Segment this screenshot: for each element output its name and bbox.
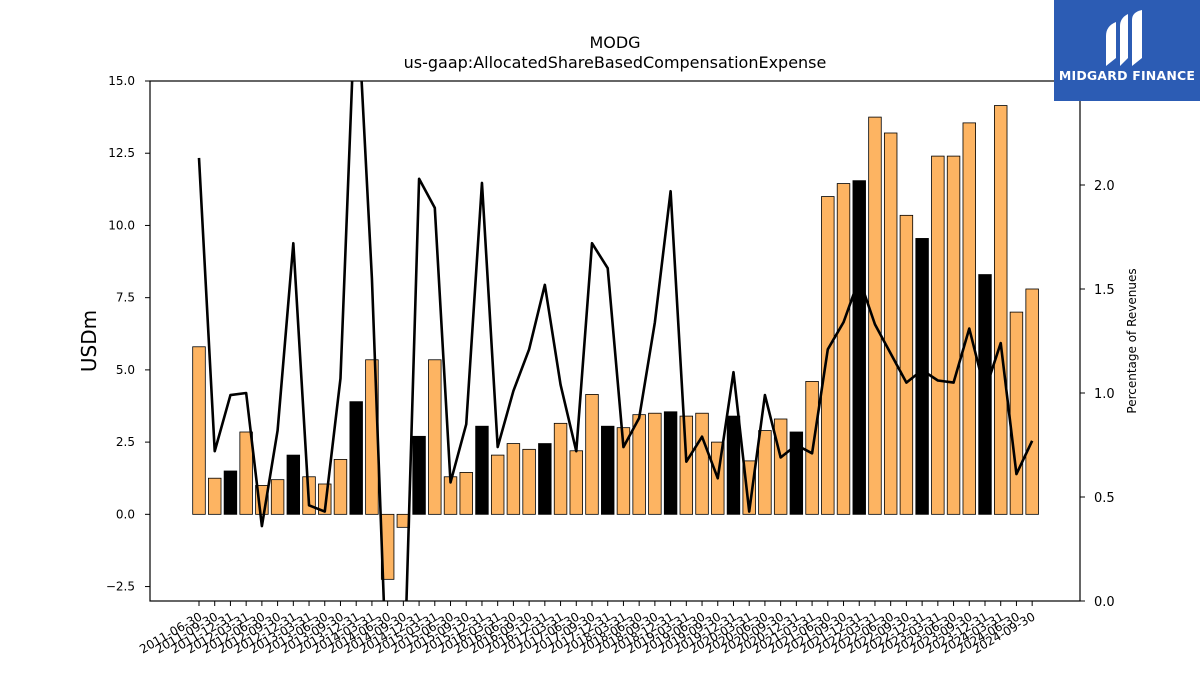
bar (1009, 311, 1024, 515)
y-tick-label: 5.0 (116, 363, 135, 377)
bar (726, 415, 741, 515)
y2-tick-label: 1.0 (1094, 387, 1115, 402)
bar (538, 443, 552, 515)
chart-subtitle: us-gaap:AllocatedShareBasedCompensationE… (404, 53, 827, 72)
bar (789, 431, 804, 515)
bar (663, 411, 678, 515)
bar (946, 155, 961, 515)
bar (506, 443, 521, 515)
bar (428, 359, 442, 515)
bar (522, 448, 536, 515)
logo-text: MIDGARD FINANCE (1058, 68, 1196, 83)
midgard-logo: MIDGARD FINANCE (1054, 0, 1200, 101)
bar (758, 430, 772, 515)
bar (868, 116, 882, 515)
y-tick-label: 15.0 (108, 74, 135, 88)
y-tick-label: 10.0 (108, 218, 135, 232)
bar (648, 412, 662, 515)
bar (223, 470, 238, 515)
y-tick-label: 0.0 (116, 507, 135, 521)
bar (286, 454, 301, 515)
bar (978, 274, 992, 515)
bar (632, 414, 646, 515)
bar (349, 401, 363, 515)
bar (915, 238, 929, 515)
y2-axis-label: Percentage of Revenues (1125, 268, 1139, 413)
bar (616, 427, 631, 515)
plot-frame (149, 80, 1081, 602)
y2-tick-label: 0.0 (1094, 595, 1115, 610)
y2-tick-label: 2.0 (1094, 179, 1115, 194)
bar (601, 425, 615, 515)
midgard-logo-icon (1106, 10, 1142, 66)
bar (459, 472, 473, 515)
bar (569, 450, 583, 515)
bar (931, 155, 945, 515)
y-tick-label: −2.5 (106, 580, 135, 594)
chart-title: MODG (589, 33, 640, 52)
bar (239, 431, 253, 515)
bar (852, 180, 866, 515)
y-axis-label: USDm (77, 310, 101, 372)
y-tick-label: 12.5 (108, 146, 135, 160)
bar (270, 479, 285, 515)
bar (962, 122, 976, 515)
bar (192, 346, 206, 515)
bar (679, 415, 694, 515)
bar (490, 454, 505, 515)
bar (773, 418, 788, 515)
bar (695, 412, 709, 515)
bar (899, 214, 914, 515)
bar (333, 459, 348, 515)
y2-tick-label: 0.5 (1094, 491, 1115, 506)
bar (836, 183, 851, 515)
bar (883, 132, 898, 515)
bar (208, 477, 222, 515)
y2-tick-label: 1.5 (1094, 283, 1115, 298)
bar (994, 105, 1008, 515)
bar (475, 425, 489, 515)
series-line (197, 81, 1034, 601)
bar (1025, 288, 1039, 515)
y-tick-label: 2.5 (116, 435, 135, 449)
bar (585, 394, 599, 515)
bar (553, 422, 568, 515)
bar (412, 435, 426, 515)
y-tick-label: 7.5 (116, 291, 135, 305)
